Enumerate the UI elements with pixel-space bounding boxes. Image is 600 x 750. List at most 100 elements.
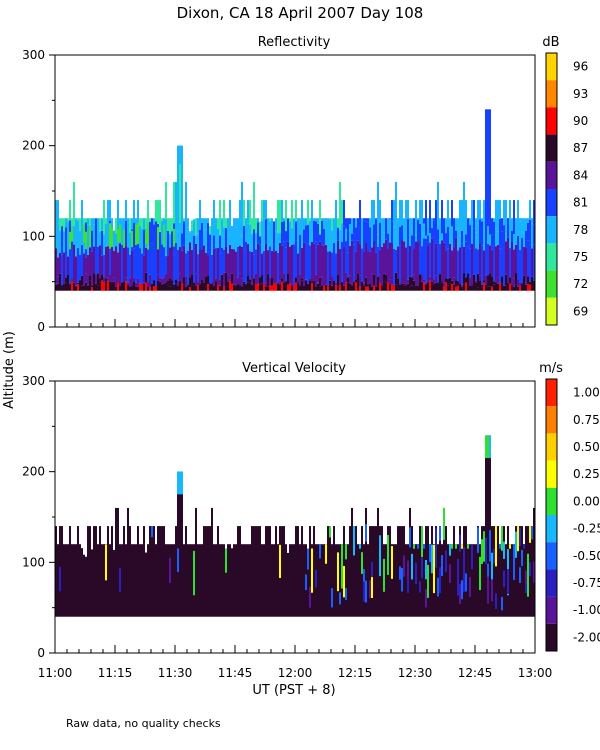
heatmap-cell: [289, 281, 291, 284]
heatmap-cell: [311, 281, 313, 283]
heatmap-cell: [381, 246, 383, 286]
heatmap-cell: [419, 223, 421, 250]
heatmap-cell: [389, 284, 391, 291]
heatmap-cell: [495, 228, 497, 247]
heatmap-cell: [101, 218, 103, 231]
heatmap-cell: [199, 200, 201, 230]
heatmap-cell: [281, 281, 283, 291]
heatmap-cell: [189, 232, 191, 243]
heatmap-cell: [147, 222, 149, 250]
heatmap-cell: [257, 218, 259, 223]
heatmap-cell: [339, 283, 341, 291]
heatmap-cell: [191, 544, 193, 617]
heatmap-cell: [99, 231, 101, 246]
heatmap-cell: [427, 281, 429, 283]
heatmap-cell: [171, 218, 173, 232]
heatmap-cell: [225, 218, 227, 229]
heatmap-cell: [423, 282, 425, 291]
heatmap-cell: [197, 233, 199, 255]
heatmap-cell: [449, 277, 451, 284]
heatmap-cell: [421, 224, 423, 247]
heatmap-cell: [127, 507, 129, 617]
colorbar-swatch: [546, 596, 557, 624]
heatmap-cell: [165, 282, 167, 291]
heatmap-cell: [157, 200, 159, 224]
heatmap-cell: [55, 200, 57, 227]
heatmap-cell: [77, 284, 79, 291]
heatmap-cell: [233, 544, 235, 617]
heatmap-cell: [309, 280, 311, 291]
colorbar-tick-label: 0.75: [573, 413, 600, 427]
heatmap-cell: [229, 200, 231, 235]
heatmap-cell: [515, 218, 517, 222]
heatmap-cell: [129, 286, 131, 291]
heatmap-cell: [173, 254, 175, 286]
heatmap-cell: [295, 277, 297, 283]
heatmap-cell: [83, 224, 85, 243]
heatmap-cell: [179, 222, 181, 247]
heatmap-cell: [343, 200, 345, 227]
heatmap-cell: [137, 278, 139, 287]
heatmap-cell: [209, 242, 211, 284]
heatmap-cell: [497, 231, 499, 245]
heatmap-cell: [227, 281, 229, 291]
heatmap-cell: [329, 284, 331, 291]
heatmap-cell: [385, 282, 387, 291]
heatmap-cell: [413, 218, 415, 236]
heatmap-cell: [335, 282, 337, 286]
heatmap-cell: [373, 200, 375, 225]
heatmap-cell: [325, 284, 327, 291]
heatmap-cell: [469, 285, 471, 291]
heatmap-cell: [505, 544, 507, 617]
heatmap-cell: [65, 227, 67, 251]
heatmap-cell: [155, 283, 157, 291]
heatmap-cell: [387, 233, 389, 249]
heatmap-cell: [411, 285, 413, 291]
heatmap-cell: [403, 218, 405, 224]
heatmap-cell: [363, 251, 365, 283]
heatmap-cell: [287, 273, 289, 285]
heatmap-cell: [433, 245, 435, 280]
heatmap-cell: [237, 218, 239, 231]
heatmap-cell: [485, 537, 487, 565]
heatmap-cell: [243, 249, 245, 282]
heatmap-cell: [371, 225, 373, 248]
heatmap-cell: [177, 231, 179, 250]
colorbar-swatch: [546, 134, 557, 162]
heatmap-cell: [221, 274, 223, 281]
heatmap-cell: [391, 242, 393, 285]
heatmap-cell: [403, 283, 405, 286]
heatmap-cell: [341, 281, 343, 291]
heatmap-cell: [195, 218, 197, 236]
heatmap-cell: [83, 285, 85, 291]
heatmap-cell: [389, 526, 391, 617]
heatmap-cell: [299, 285, 301, 291]
heatmap-cell: [469, 248, 471, 278]
heatmap-cell: [443, 242, 445, 283]
heatmap-cell: [225, 548, 227, 573]
heatmap-cell: [515, 284, 517, 291]
heatmap-cell: [343, 565, 345, 598]
heatmap-cell: [355, 251, 357, 280]
heatmap-cell: [393, 544, 395, 617]
heatmap-cell: [187, 218, 189, 228]
heatmap-cell: [171, 283, 173, 291]
heatmap-cell: [281, 221, 283, 246]
heatmap-cell: [481, 539, 483, 565]
heatmap-cell: [63, 252, 65, 284]
heatmap-cell: [361, 284, 363, 291]
heatmap-cell: [81, 548, 83, 617]
heatmap-cell: [239, 285, 241, 291]
heatmap-cell: [363, 220, 365, 252]
heatmap-cell: [435, 282, 437, 291]
heatmap-cell: [399, 245, 401, 283]
heatmap-cell: [447, 200, 449, 227]
heatmap-cell: [413, 544, 415, 549]
heatmap-cell: [147, 544, 149, 617]
heatmap-cell: [317, 223, 319, 245]
heatmap-cell: [131, 286, 133, 291]
heatmap-cell: [513, 544, 515, 617]
heatmap-cell: [507, 218, 509, 230]
heatmap-cell: [253, 254, 255, 279]
